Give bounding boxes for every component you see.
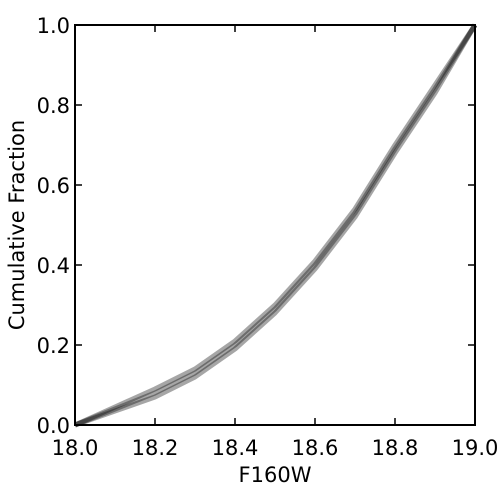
y-tick-label: 0.8 [37,94,70,118]
plot-frame [74,24,476,426]
x-axis-label: F160W [239,463,312,487]
data-line [74,23,478,428]
data-line [73,23,478,428]
y-tick-label: 0.4 [37,254,70,278]
x-tick-label: 19.0 [452,436,499,460]
x-tick-label: 18.4 [212,436,259,460]
data-line [74,23,478,428]
x-tick-label: 18.8 [372,436,419,460]
y-tick-label: 0.2 [37,334,70,358]
y-tick-label: 0.0 [37,414,70,438]
x-tick-label: 18.2 [132,436,179,460]
x-tick-label: 18.6 [292,436,339,460]
y-axis-label: Cumulative Fraction [5,120,29,330]
y-tick-label: 0.6 [37,174,70,198]
x-tick-label: 18.0 [52,436,99,460]
y-tick-label: 1.0 [37,14,70,38]
